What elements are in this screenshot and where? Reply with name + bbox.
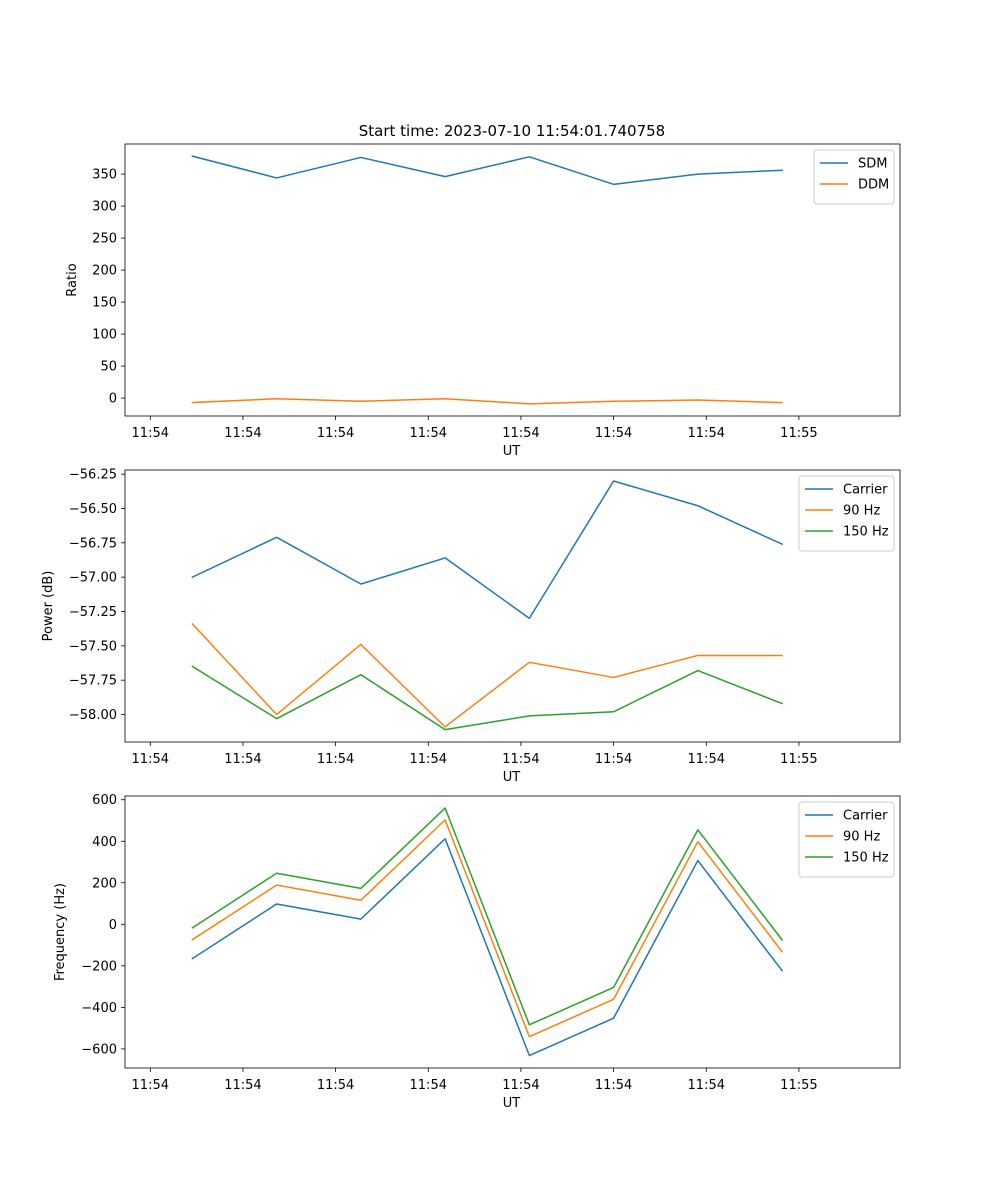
x-axis-label: UT <box>503 770 521 785</box>
y-tick-label: 600 <box>92 793 117 808</box>
x-tick-label: 11:55 <box>780 1078 817 1093</box>
y-axis-label: Power (dB) <box>41 571 56 642</box>
y-tick-label: 300 <box>92 200 117 215</box>
y-tick-label: −58.00 <box>69 708 117 723</box>
x-tick-label: 11:54 <box>688 426 725 441</box>
series-line-ddm <box>191 397 783 405</box>
series-line-carrier <box>191 480 784 620</box>
y-tick-label: −56.50 <box>69 502 117 517</box>
legend: Carrier 90 Hz 150 Hz <box>798 801 895 878</box>
legend-label: 150 Hz <box>843 525 889 540</box>
legend-label: Carrier <box>843 809 888 824</box>
legend: SDM DDM <box>813 149 895 205</box>
y-tick-label: 50 <box>100 360 117 375</box>
series-line-150-hz <box>191 665 784 731</box>
legend-box <box>798 801 895 878</box>
y-tick-label: −600 <box>81 1042 117 1057</box>
x-tick-label: 11:54 <box>317 1078 354 1093</box>
legend-label: Carrier <box>843 483 888 498</box>
legend-box <box>798 475 895 552</box>
axes-frame <box>124 143 901 417</box>
legend-label: 90 Hz <box>843 504 880 519</box>
x-tick-label: 11:55 <box>780 426 817 441</box>
x-axis-label: UT <box>503 1096 521 1111</box>
y-axis-label: Ratio <box>65 263 80 296</box>
y-tick-label: 0 <box>109 918 117 933</box>
x-tick-label: 11:54 <box>502 1078 539 1093</box>
x-tick-label: 11:54 <box>132 426 169 441</box>
y-axis-label: Frequency (Hz) <box>53 883 68 981</box>
y-tick-label: 200 <box>92 876 117 891</box>
y-tick-label: −56.25 <box>69 468 117 483</box>
chart-power: 11:54 11:54 11:54 11:54 11:54 11:54 11:54 11:55… <box>41 468 901 785</box>
y-tick-label: 250 <box>92 232 117 247</box>
x-tick-label: 11:54 <box>132 1078 169 1093</box>
x-tick-label: 11:54 <box>502 752 539 767</box>
x-tick-label: 11:54 <box>595 752 632 767</box>
series-line-150-hz <box>191 807 784 1026</box>
legend: Carrier 90 Hz 150 Hz <box>798 475 895 552</box>
legend-label: 90 Hz <box>843 830 880 845</box>
x-tick-label: 11:54 <box>410 426 447 441</box>
series-line-sdm <box>191 155 783 186</box>
x-tick-label: 11:54 <box>224 1078 261 1093</box>
x-tick-label: 11:54 <box>502 426 539 441</box>
y-tick-label: −400 <box>81 1001 117 1016</box>
series-line-90-hz <box>191 622 783 728</box>
axes-frame <box>124 795 901 1069</box>
y-tick-label: 200 <box>92 264 117 279</box>
x-axis-label: UT <box>503 444 521 459</box>
x-tick-label: 11:54 <box>410 1078 447 1093</box>
chart-ratio: 11:54 11:54 11:54 11:54 11:54 11:54 11:54 11:55… <box>65 143 901 459</box>
series-line-90-hz <box>191 819 784 1038</box>
x-tick-label: 11:54 <box>410 752 447 767</box>
axes-frame <box>124 469 901 743</box>
x-tick-label: 11:54 <box>688 752 725 767</box>
x-tick-label: 11:54 <box>688 1078 725 1093</box>
x-tick-label: 11:54 <box>132 752 169 767</box>
y-tick-label: −57.00 <box>69 571 117 586</box>
x-tick-label: 11:54 <box>317 426 354 441</box>
y-tick-label: 0 <box>109 392 117 407</box>
legend-label: 150 Hz <box>843 851 889 866</box>
x-tick-label: 11:55 <box>780 752 817 767</box>
y-tick-label: 350 <box>92 168 117 183</box>
legend-label: DDM <box>858 178 889 193</box>
y-tick-label: −57.75 <box>69 674 117 689</box>
x-tick-label: 11:54 <box>224 426 261 441</box>
chart-frequency: 11:54 11:54 11:54 11:54 11:54 11:54 11:54 11:55… <box>53 793 901 1111</box>
y-tick-label: 400 <box>92 835 117 850</box>
charts-group: 11:54 11:54 11:54 11:54 11:54 11:54 11:54 11:55… <box>41 143 901 1111</box>
x-tick-label: 11:54 <box>595 1078 632 1093</box>
y-tick-label: 100 <box>92 328 117 343</box>
x-tick-label: 11:54 <box>595 426 632 441</box>
y-tick-label: −200 <box>81 959 117 974</box>
x-tick-label: 11:54 <box>317 752 354 767</box>
figure-title: Start time: 2023-07-10 11:54:01.740758 <box>359 122 665 140</box>
y-tick-label: 150 <box>92 296 117 311</box>
legend-label: SDM <box>858 157 887 172</box>
x-tick-label: 11:54 <box>224 752 261 767</box>
y-tick-label: −56.75 <box>69 536 117 551</box>
series-line-carrier <box>191 838 784 1057</box>
y-tick-label: −57.25 <box>69 605 117 620</box>
y-tick-label: −57.50 <box>69 639 117 654</box>
